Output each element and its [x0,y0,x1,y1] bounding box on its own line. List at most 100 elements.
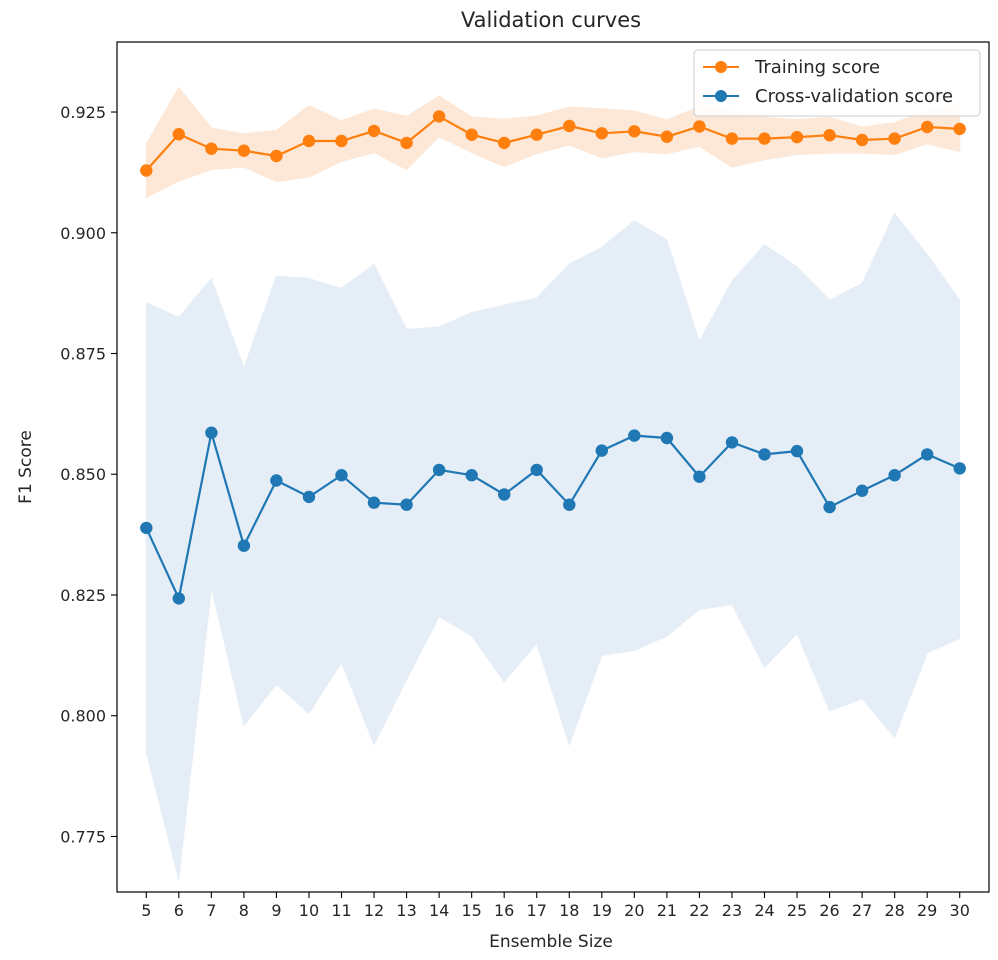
training-score-point-25 [790,130,804,144]
legend: Training score Cross-validation score [693,49,981,117]
training-score-point-14 [432,110,446,123]
x-tick-label-9: 9 [271,901,281,920]
cross-validation-score-point-10 [302,490,316,504]
training-score-point-21 [660,130,674,143]
training-score-point-6 [172,128,185,141]
training-score-point-15 [465,128,478,141]
x-tick-label-19: 19 [592,901,612,920]
cross-validation-score-point-23 [725,436,739,449]
cross-validation-score-point-25 [790,444,804,458]
training-score-point-29 [921,120,934,134]
training-score-point-5 [140,164,153,177]
cross-validation-score-point-17 [530,463,543,477]
training-score-point-7 [205,142,218,155]
cross-validation-score-point-14 [432,463,446,477]
cross-validation-score-point-13 [400,498,413,511]
cross-validation-score-point-20 [628,429,641,442]
x-tick-label-11: 11 [331,901,351,920]
cross-validation-score-point-27 [855,484,869,497]
cross-validation-score-point-9 [270,474,283,487]
training-score-point-8 [237,144,251,157]
x-tick-label-29: 29 [917,901,937,920]
training-score-point-12 [367,124,381,138]
x-tick-label-20: 20 [624,901,644,920]
x-tick-label-22: 22 [689,901,709,920]
x-tick-label-13: 13 [396,901,416,920]
training-score-point-16 [498,136,511,150]
training-score-band [145,86,961,199]
x-tick-label-23: 23 [722,901,742,920]
x-tick-label-15: 15 [461,901,481,920]
cross-validation-score-point-22 [693,470,706,483]
legend-box [693,49,981,117]
x-tick-label-25: 25 [787,901,807,920]
legend-training-marker [715,61,727,73]
training-score-point-27 [855,133,869,147]
cross-validation-score-point-7 [205,426,218,439]
x-tick-label-26: 26 [819,901,839,920]
cross-validation-score-point-6 [172,592,185,605]
y-tick-label-0.900: 0.900 [60,224,106,243]
y-tick-label-0.825: 0.825 [60,586,106,605]
x-tick-label-24: 24 [754,901,774,920]
cross-validation-score-point-15 [465,469,478,482]
y-tick-label-0.775: 0.775 [60,827,106,846]
y-tick-label-0.875: 0.875 [60,345,106,364]
training-score-point-9 [270,149,283,163]
cross-validation-score-point-8 [237,539,251,552]
x-tick-label-28: 28 [884,901,904,920]
x-tick-label-8: 8 [239,901,249,920]
x-tick-label-27: 27 [852,901,872,920]
legend-cv-marker [715,90,727,102]
training-score-point-10 [302,134,316,148]
cross-validation-score-point-5 [140,521,153,535]
cross-validation-score-point-21 [660,431,674,445]
x-tick-label-5: 5 [141,901,151,920]
y-tick-label-0.925: 0.925 [60,103,106,122]
x-tick-label-7: 7 [206,901,216,920]
training-score-point-17 [530,128,543,141]
cross-validation-score-point-30 [953,462,966,475]
x-tick-label-16: 16 [494,901,514,920]
training-score-point-26 [823,129,836,142]
y-tick-label-0.800: 0.800 [60,707,106,726]
cross-validation-score-point-28 [888,469,901,482]
cross-validation-score-point-26 [823,500,836,514]
y-axis-label: F1 Score [16,430,36,504]
training-score-point-24 [758,132,771,145]
plot-frame [116,41,990,893]
x-tick-label-18: 18 [559,901,579,920]
training-score-point-18 [563,119,576,133]
training-score-point-20 [628,125,641,138]
cross-validation-score-point-19 [595,444,608,457]
y-axis-ticks: 0.775 0.800 0.825 0.850 0.875 0.900 0.925 [60,103,117,846]
cross-validation-score-point-16 [498,488,511,501]
training-score-point-11 [335,134,348,148]
training-score-point-28 [888,132,901,145]
cross-validation-score-point-24 [758,448,771,461]
legend-cv-label: Cross-validation score [755,86,953,107]
training-score-point-23 [725,132,739,145]
x-axis-ticks: 5 6 7 8 9 10 11 12 13 14 15 16 17 18 19 20 21 22 23 24 25 26 2… [141,892,970,920]
training-score-point-30 [953,122,966,136]
x-tick-label-17: 17 [527,901,547,920]
cross-validation-score-point-11 [335,469,348,482]
y-tick-label-0.850: 0.850 [60,465,106,484]
cross-validation-score-band [145,212,961,881]
cross-validation-score-point-29 [921,448,934,461]
training-score-point-13 [400,136,413,150]
x-tick-label-30: 30 [950,901,970,920]
x-tick-label-12: 12 [364,901,384,920]
x-tick-label-6: 6 [174,901,184,920]
x-tick-label-14: 14 [429,901,449,920]
chart-title: Validation curves [461,8,641,32]
training-score-point-19 [595,127,608,140]
cross-validation-score-point-12 [367,496,381,509]
confidence-bands [145,86,961,881]
legend-training-label: Training score [754,57,880,78]
cross-validation-score-point-18 [563,498,576,511]
x-tick-label-21: 21 [657,901,677,920]
x-tick-label-10: 10 [299,901,319,920]
x-axis-label: Ensemble Size [489,932,613,952]
